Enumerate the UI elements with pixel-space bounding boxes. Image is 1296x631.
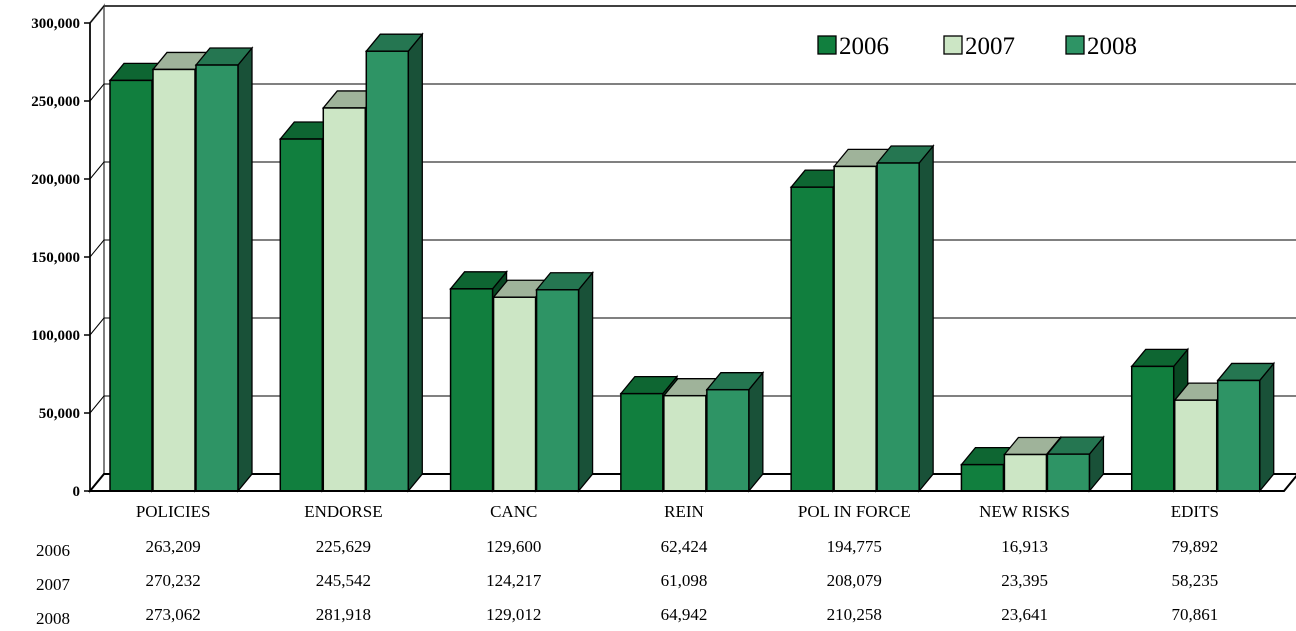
gridline-side (89, 5, 105, 24)
table-cell: 270,232 (146, 571, 201, 590)
table-cell: 208,079 (827, 571, 882, 590)
y-tick-label: 50,000 (39, 406, 80, 422)
bar-2008-pol-in-force (875, 144, 935, 493)
x-tick-label: POLICIES (136, 502, 211, 521)
legend-swatch (817, 35, 837, 55)
table-cell: 124,217 (486, 571, 542, 590)
table-cell: 79,892 (1171, 537, 1218, 556)
gridline-side (89, 395, 105, 414)
y-tick-label: 250,000 (31, 94, 80, 110)
legend-swatch (1065, 35, 1085, 55)
table-cell: 64,942 (661, 605, 708, 624)
table-cell: 281,918 (316, 605, 371, 624)
bar-2008-endorse (364, 32, 424, 493)
y-tick-label: 150,000 (31, 250, 80, 266)
x-tick-label: ENDORSE (304, 502, 382, 521)
y-tick-label: 0 (73, 484, 81, 500)
bar-2008-policies (194, 46, 254, 493)
legend-label: 2006 (839, 33, 889, 60)
table-cell: 61,098 (661, 571, 708, 590)
y-tick-label: 200,000 (31, 172, 80, 188)
table-row-label: 2007 (36, 575, 71, 594)
bar-2008-new-risks (1046, 435, 1105, 493)
x-tick-label: POL IN FORCE (798, 502, 911, 521)
table-cell: 245,542 (316, 571, 371, 590)
x-tick-label: EDITS (1171, 502, 1219, 521)
gridline-side (89, 239, 105, 258)
bar-2008-edits (1216, 361, 1276, 493)
gridline-side (89, 83, 105, 102)
bars (108, 32, 1276, 493)
table-cell: 70,861 (1171, 605, 1218, 624)
table-cell: 263,209 (146, 537, 201, 556)
table-cell: 16,913 (1001, 537, 1048, 556)
legend: 2006 2007 2008 (817, 33, 1137, 60)
gridline-side (89, 161, 105, 180)
bar-2007-pol-in-force (832, 147, 892, 493)
y-axis: 0 50,000 100,000 150,000 200,000 250,000 300,0… (31, 16, 91, 500)
table-row-label: 2006 (36, 541, 70, 560)
legend-item-2008: 2008 (1065, 33, 1137, 60)
legend-item-2006: 2006 (817, 33, 889, 60)
gridlines (89, 5, 1296, 414)
table-cell: 273,062 (146, 605, 201, 624)
legend-label: 2008 (1087, 33, 1137, 60)
bar-2008-rein (705, 370, 765, 493)
legend-swatch (943, 35, 963, 55)
x-tick-label: REIN (664, 502, 704, 521)
x-axis: POLICIES ENDORSE CANC REIN POL IN FORCE NEW R… (90, 490, 1284, 521)
table-cell: 62,424 (661, 537, 708, 556)
data-table: 2006 263,209 225,629 129,600 62,424 194,775 16… (36, 537, 1218, 628)
table-row-label: 2008 (36, 609, 70, 628)
y-tick-label: 300,000 (31, 16, 80, 32)
legend-label: 2007 (965, 33, 1015, 60)
y-tick-label: 100,000 (31, 328, 80, 344)
gridline-side (89, 317, 105, 336)
table-cell: 210,258 (827, 605, 882, 624)
table-cell: 225,629 (316, 537, 371, 556)
table-cell: 58,235 (1171, 571, 1218, 590)
table-cell: 23,641 (1001, 605, 1048, 624)
table-cell: 129,600 (486, 537, 541, 556)
legend-item-2007: 2007 (943, 33, 1015, 60)
bar-2008-canc (535, 270, 594, 493)
bar-2006-new-risks (960, 445, 1019, 493)
x-tick-label: CANC (490, 502, 537, 521)
table-cell: 129,012 (486, 605, 541, 624)
table-cell: 194,775 (827, 537, 882, 556)
table-cell: 23,395 (1001, 571, 1048, 590)
x-tick-label: NEW RISKS (979, 502, 1070, 521)
